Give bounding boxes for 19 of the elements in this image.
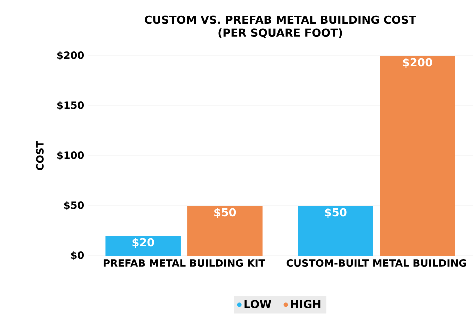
y-tick-label: $200 xyxy=(58,51,84,61)
bar xyxy=(298,206,374,256)
x-tick-label: PREFAB METAL BUILDING KIT xyxy=(104,260,266,268)
y-tick-label: $50 xyxy=(64,201,84,211)
data-label: $50 xyxy=(325,208,347,218)
y-axis-title: COST xyxy=(36,141,44,170)
data-label: $200 xyxy=(403,58,432,68)
data-label: $20 xyxy=(132,238,154,248)
bar xyxy=(188,206,263,256)
y-tick-label: $0 xyxy=(71,251,84,261)
legend-label: HIGH xyxy=(291,300,321,308)
bar xyxy=(380,56,456,256)
chart-title: CUSTOM VS. PREFAB METAL BUILDING COST (PER SQUARE FOOT) xyxy=(145,16,416,38)
legend-label: LOW xyxy=(244,300,272,308)
y-tick-label: $150 xyxy=(58,101,84,111)
x-tick-label: CUSTOM-BUILT METAL BUILDING xyxy=(286,260,466,268)
bar xyxy=(106,236,181,256)
data-label: $50 xyxy=(214,208,236,218)
y-tick-label: $100 xyxy=(58,151,84,161)
